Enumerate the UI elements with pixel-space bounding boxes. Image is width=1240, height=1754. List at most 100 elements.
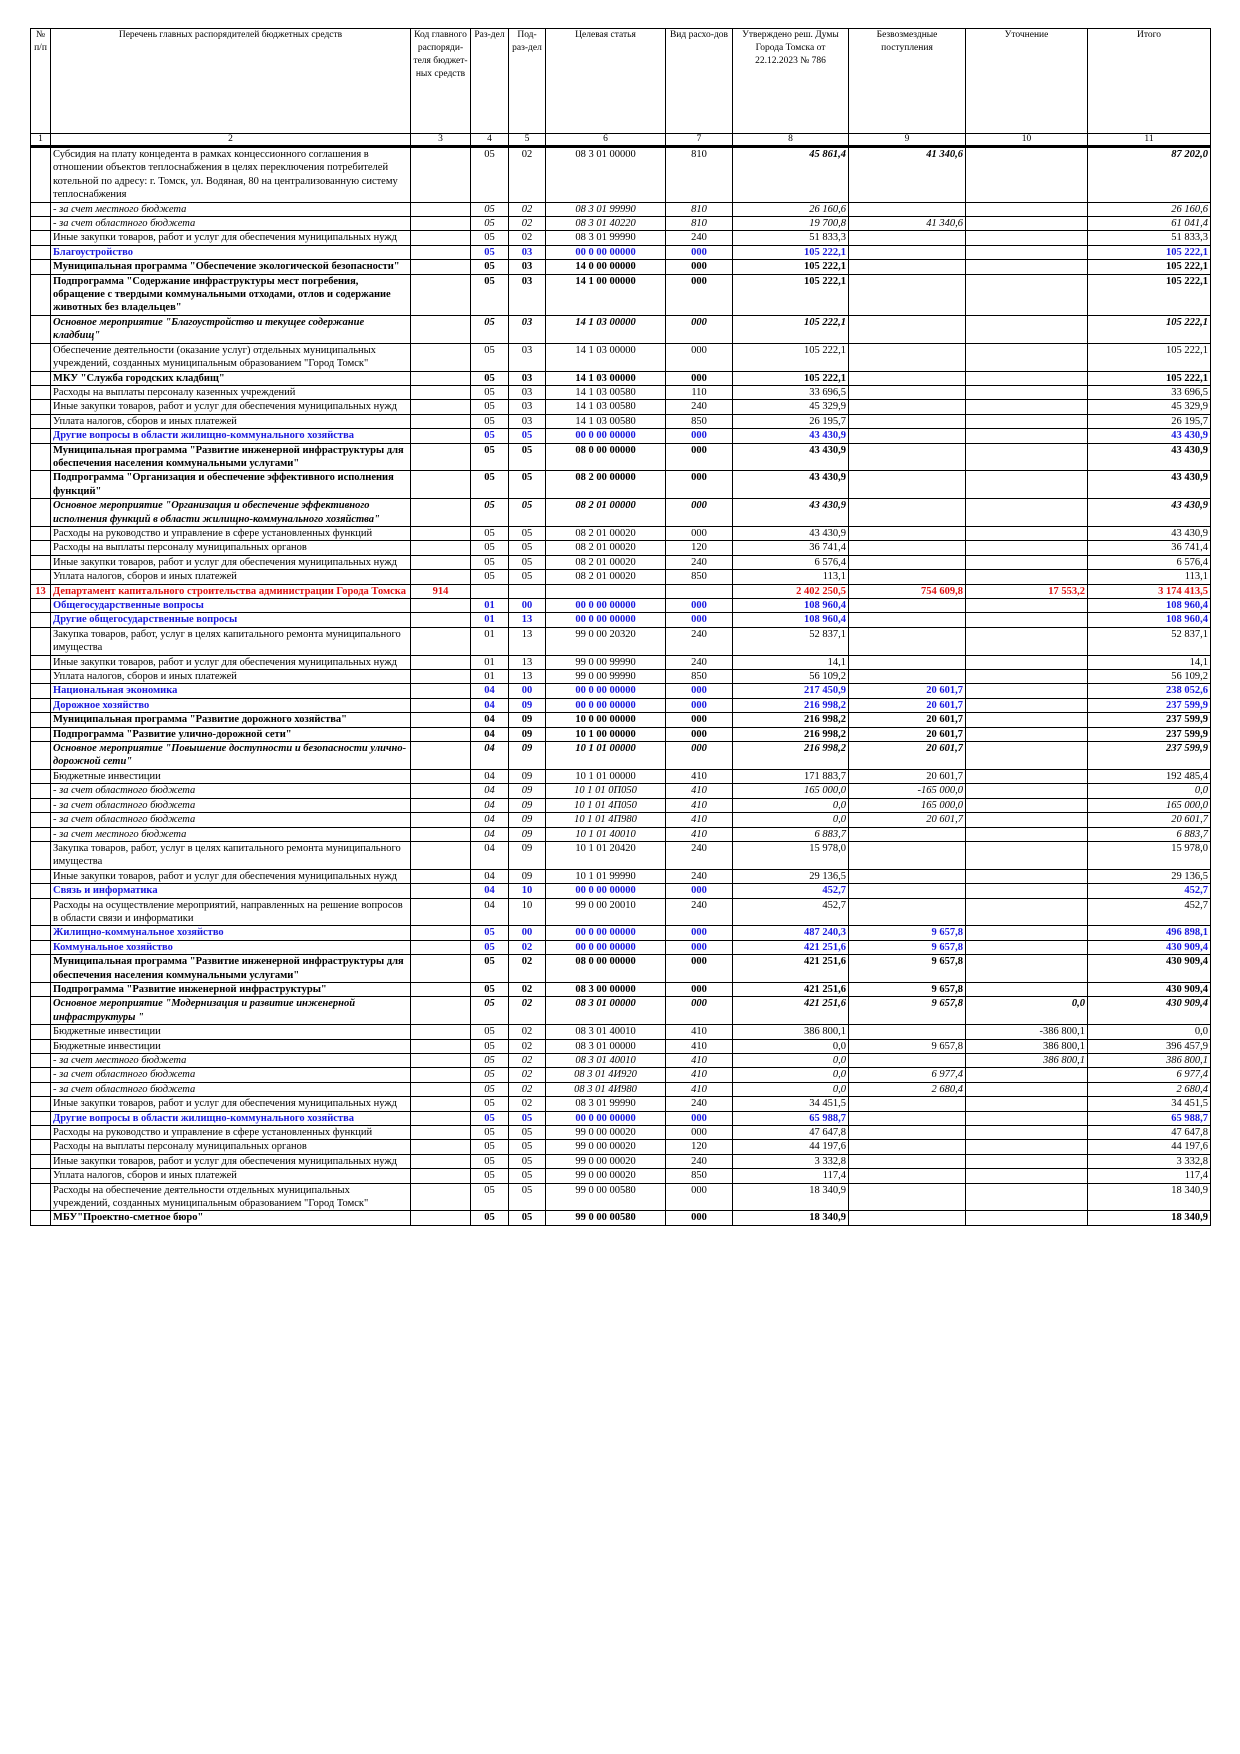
cell-statya: 08 2 01 00020	[545, 554, 666, 571]
table-row: Другие вопросы в области жилищно-коммуна…	[30, 428, 1211, 444]
cell-razdel: 01	[470, 654, 509, 671]
cell-gratuitous	[848, 428, 966, 444]
column-header: Перечень главных распорядителей бюджетны…	[50, 28, 411, 134]
cell-total: 430 909,4	[1087, 954, 1211, 983]
cell-total: 192 485,4	[1087, 768, 1211, 785]
cell-num	[30, 996, 51, 1026]
cell-approved: 421 251,6	[732, 939, 849, 956]
cell-statya: 99 0 00 00580	[545, 1210, 666, 1226]
cell-statya: 08 2 01 00020	[545, 569, 666, 585]
cell-num	[30, 1168, 51, 1184]
cell-razdel: 05	[470, 1125, 509, 1141]
cell-refinement	[965, 1168, 1088, 1184]
cell-code	[410, 554, 471, 571]
cell-gratuitous: -165 000,0	[848, 783, 966, 799]
cell-total: 396 457,9	[1087, 1038, 1211, 1055]
cell-vid: 000	[665, 273, 733, 316]
cell-total: 18 340,9	[1087, 1182, 1211, 1212]
cell-podrazdel: 00	[508, 683, 546, 699]
cell-total: 26 160,6	[1087, 201, 1211, 218]
cell-refinement	[965, 498, 1088, 527]
cell-refinement	[965, 428, 1088, 444]
cell-num	[30, 399, 51, 415]
cell-podrazdel: 03	[508, 314, 546, 344]
cell-num	[30, 1038, 51, 1055]
cell-total: 105 222,1	[1087, 370, 1211, 386]
cell-statya: 10 1 01 20420	[545, 840, 666, 870]
cell-code	[410, 996, 471, 1026]
cell-statya: 10 1 01 00000	[545, 768, 666, 785]
cell-podrazdel: 03	[508, 413, 546, 430]
cell-name: Иные закупки товаров, работ и услуг для …	[50, 654, 411, 671]
column-number: 3	[410, 133, 471, 148]
cell-statya: 14 1 03 00000	[545, 314, 666, 344]
table-row: Уплата налогов, сборов и иных платежей 05…	[30, 569, 1211, 585]
cell-razdel: 04	[470, 768, 509, 785]
cell-razdel: 05	[470, 1024, 509, 1040]
cell-num	[30, 146, 51, 203]
cell-razdel: 05	[470, 1096, 509, 1112]
cell-statya: 08 3 01 40220	[545, 216, 666, 232]
cell-num	[30, 273, 51, 316]
cell-name: Расходы на обеспечение деятельности отде…	[50, 1182, 411, 1212]
cell-statya: 99 0 00 20320	[545, 626, 666, 656]
table-row: - за счет местного бюджета 05 02 08 3 01 99…	[30, 201, 1211, 218]
cell-razdel: 04	[470, 697, 509, 714]
cell-vid: 000	[665, 954, 733, 983]
cell-statya: 08 3 00 00000	[545, 981, 666, 998]
table-row: Иные закупки товаров, работ и услуг для …	[30, 554, 1211, 571]
cell-approved: 19 700,8	[732, 216, 849, 232]
cell-statya: 14 1 03 00000	[545, 370, 666, 386]
cell-num	[30, 954, 51, 983]
cell-total: 105 222,1	[1087, 273, 1211, 316]
cell-refinement	[965, 712, 1088, 728]
cell-name: Уплата налогов, сборов и иных платежей	[50, 569, 411, 585]
cell-approved: 0,0	[732, 1081, 849, 1098]
cell-code	[410, 370, 471, 386]
cell-refinement	[965, 399, 1088, 415]
cell-vid: 240	[665, 554, 733, 571]
table-row: Муниципальная программа "Развитие дорожн…	[30, 712, 1211, 728]
cell-podrazdel: 02	[508, 954, 546, 983]
cell-refinement	[965, 741, 1088, 770]
cell-razdel: 04	[470, 840, 509, 870]
cell-approved: 43 430,9	[732, 498, 849, 527]
cell-razdel: 04	[470, 683, 509, 699]
cell-statya: 08 2 01 00020	[545, 525, 666, 542]
column-header: Безвозмездные поступления	[848, 28, 966, 134]
cell-vid: 000	[665, 697, 733, 714]
cell-num	[30, 470, 51, 500]
cell-gratuitous: 20 601,7	[848, 812, 966, 828]
cell-gratuitous: 20 601,7	[848, 683, 966, 699]
cell-podrazdel: 02	[508, 981, 546, 998]
cell-total: 113,1	[1087, 569, 1211, 585]
cell-total: 0,0	[1087, 783, 1211, 799]
cell-statya: 08 3 01 40010	[545, 1024, 666, 1040]
cell-podrazdel: 03	[508, 384, 546, 401]
cell-num	[30, 216, 51, 232]
cell-gratuitous: 754 609,8	[848, 583, 966, 600]
cell-razdel: 05	[470, 384, 509, 401]
cell-refinement	[965, 868, 1088, 885]
cell-approved: 52 837,1	[732, 626, 849, 656]
cell-statya: 08 2 01 00020	[545, 540, 666, 556]
cell-vid: 410	[665, 1067, 733, 1083]
cell-razdel: 05	[470, 370, 509, 386]
table-row: Дорожное хозяйство 04 09 00 0 00 00000 000 21…	[30, 697, 1211, 714]
cell-code	[410, 1081, 471, 1098]
cell-podrazdel: 03	[508, 244, 546, 261]
cell-refinement	[965, 216, 1088, 232]
cell-name: Муниципальная программа "Развитие инжене…	[50, 442, 411, 472]
cell-approved: 14,1	[732, 654, 849, 671]
cell-vid: 000	[665, 612, 733, 628]
cell-total: 105 222,1	[1087, 244, 1211, 261]
cell-approved: 29 136,5	[732, 868, 849, 885]
cell-name: Подпрограмма "Развитие инженерной инфрас…	[50, 981, 411, 998]
cell-vid: 000	[665, 883, 733, 899]
table-row: - за счет областного бюджета 05 02 08 3 01 …	[30, 1081, 1211, 1098]
cell-vid: 000	[665, 342, 733, 372]
cell-statya: 99 0 00 00020	[545, 1125, 666, 1141]
cell-approved: 0,0	[732, 1052, 849, 1069]
cell-name: Закупка товаров, работ, услуг в целях ка…	[50, 840, 411, 870]
cell-code	[410, 954, 471, 983]
